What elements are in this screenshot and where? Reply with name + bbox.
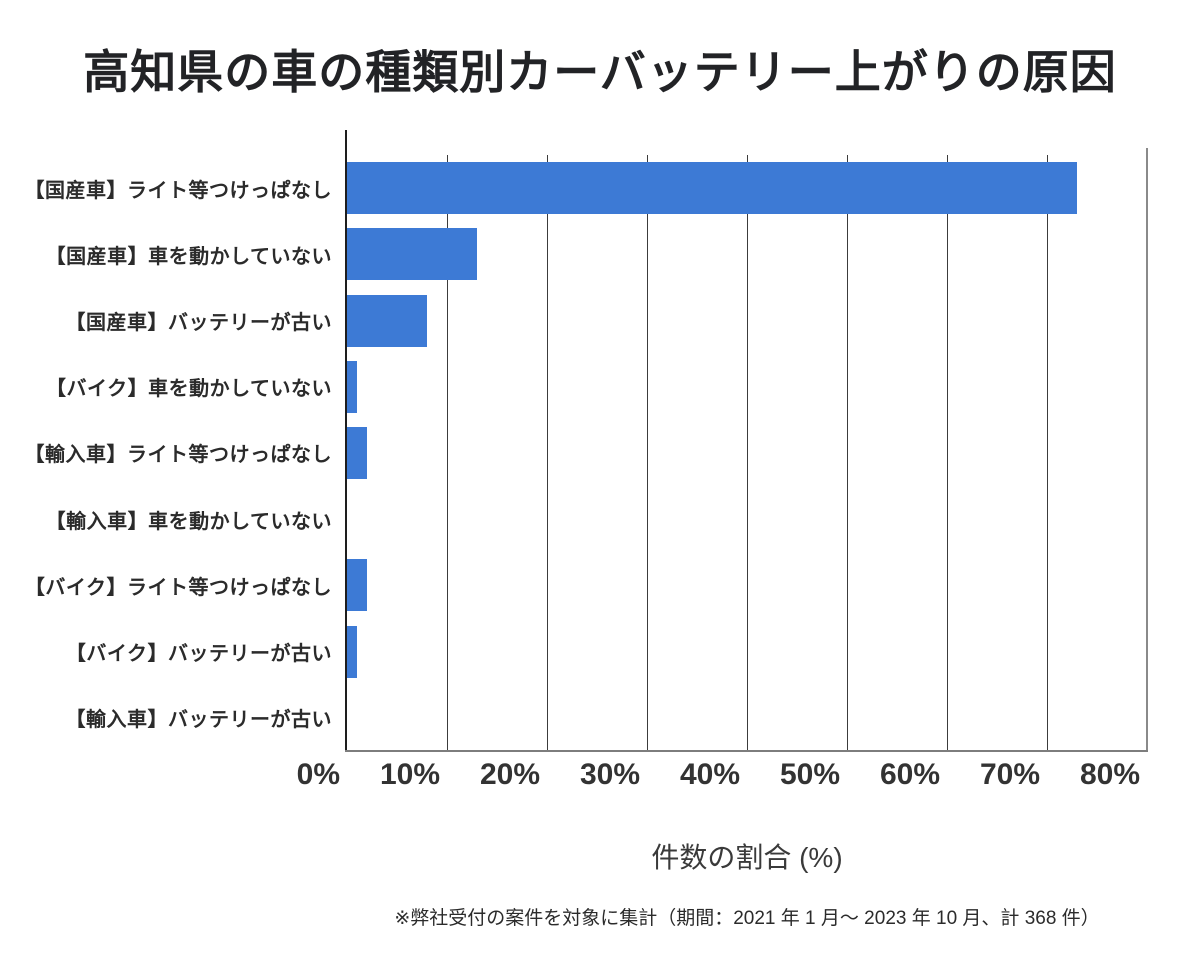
bar-row bbox=[347, 486, 1147, 552]
chart-title: 高知県の車の種類別カーバッテリー上がりの原因 bbox=[83, 46, 1117, 98]
category-label-row: 【バイク】ライト等つけっぱなし bbox=[0, 552, 332, 618]
gridline bbox=[647, 155, 648, 751]
category-label: 【国産車】ライト等つけっぱなし bbox=[24, 179, 332, 202]
x-tick-label: 0% bbox=[296, 758, 340, 791]
bar-row bbox=[347, 287, 1147, 353]
category-label: 【輸入車】バッテリーが古い bbox=[65, 709, 332, 732]
plot-area bbox=[347, 155, 1147, 751]
footnote: ※弊社受付の案件を対象に集計（期間：2021 年 1 月～ 2023 年 10 … bbox=[394, 908, 1100, 929]
category-label-row: 【輸入車】ライト等つけっぱなし bbox=[0, 420, 332, 486]
category-label-row: 【バイク】車を動かしていない bbox=[0, 354, 332, 420]
x-axis-title: 件数の割合 (%) bbox=[651, 842, 843, 873]
y-axis-line bbox=[345, 130, 347, 751]
x-tick-label: 60% bbox=[879, 758, 940, 791]
bar-series bbox=[347, 155, 1147, 751]
category-label: 【バイク】バッテリーが古い bbox=[65, 643, 332, 666]
x-tick-label: 70% bbox=[979, 758, 1040, 791]
x-tick-label: 40% bbox=[679, 758, 740, 791]
plot-frame-right bbox=[1146, 148, 1148, 750]
category-label: 【国産車】バッテリーが古い bbox=[65, 312, 332, 335]
bar bbox=[347, 294, 427, 347]
category-axis: 【国産車】ライト等つけっぱなし【国産車】車を動かしていない【国産車】バッテリーが… bbox=[0, 155, 332, 751]
category-label: 【バイク】ライト等つけっぱなし bbox=[24, 576, 332, 599]
category-label-row: 【バイク】バッテリーが古い bbox=[0, 619, 332, 685]
bar-row bbox=[347, 420, 1147, 486]
x-tick-label: 30% bbox=[579, 758, 640, 791]
bar-row bbox=[347, 354, 1147, 420]
bar-row bbox=[347, 619, 1147, 685]
bar bbox=[347, 228, 477, 281]
category-label-row: 【輸入車】バッテリーが古い bbox=[0, 685, 332, 751]
category-label: 【国産車】車を動かしていない bbox=[45, 245, 332, 268]
x-tick-label: 10% bbox=[379, 758, 440, 791]
bar-row bbox=[347, 685, 1147, 751]
category-label-row: 【国産車】ライト等つけっぱなし bbox=[0, 155, 332, 221]
bar bbox=[347, 162, 1077, 215]
gridline bbox=[747, 155, 748, 751]
x-tick-label: 80% bbox=[1079, 758, 1140, 791]
x-tick-label: 20% bbox=[479, 758, 540, 791]
bar bbox=[347, 559, 367, 612]
category-label-row: 【国産車】バッテリーが古い bbox=[0, 287, 332, 353]
bar-row bbox=[347, 221, 1147, 287]
gridline bbox=[447, 155, 448, 751]
category-label: 【バイク】車を動かしていない bbox=[46, 378, 332, 401]
x-tick-label: 50% bbox=[779, 758, 840, 791]
gridline bbox=[547, 155, 548, 751]
bar bbox=[347, 360, 357, 413]
category-label-row: 【輸入車】車を動かしていない bbox=[0, 486, 332, 552]
bar bbox=[347, 426, 367, 479]
gridline bbox=[847, 155, 848, 751]
gridline bbox=[947, 155, 948, 751]
category-label: 【輸入車】ライト等つけっぱなし bbox=[24, 444, 332, 467]
category-label-row: 【国産車】車を動かしていない bbox=[0, 221, 332, 287]
bar-row bbox=[347, 552, 1147, 618]
category-label: 【輸入車】車を動かしていない bbox=[45, 510, 332, 533]
bar-row bbox=[347, 155, 1147, 221]
gridline bbox=[1047, 155, 1048, 751]
bar bbox=[347, 625, 357, 678]
x-axis-line bbox=[345, 750, 1148, 752]
